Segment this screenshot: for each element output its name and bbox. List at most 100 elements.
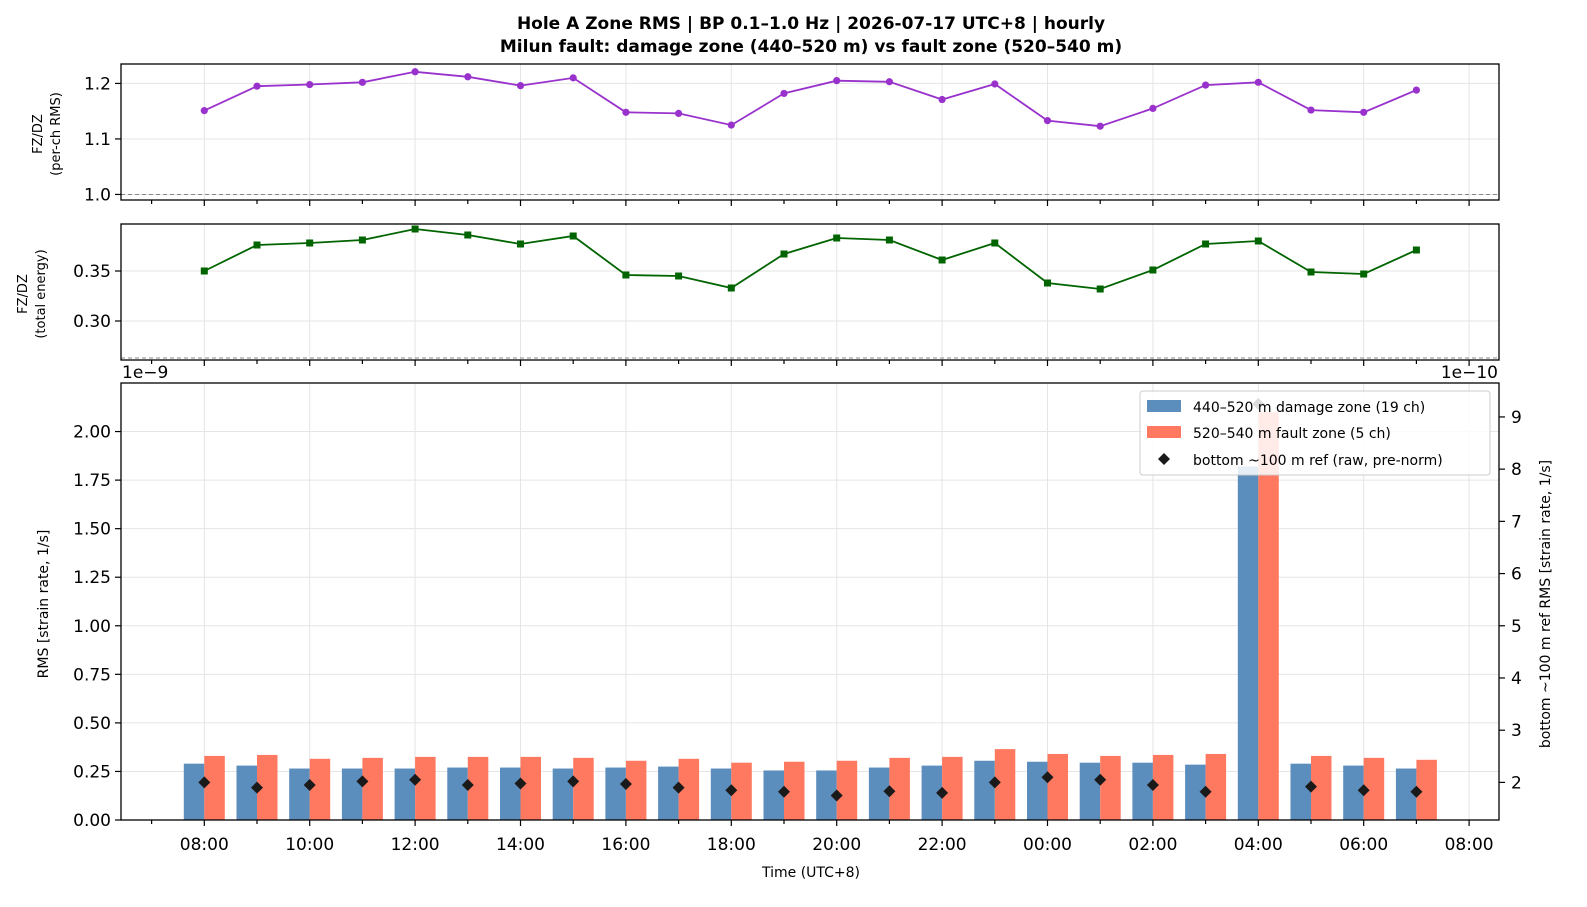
bar-damage-zone [1290, 763, 1311, 820]
x-tick-label: 00:00 [1023, 835, 1072, 855]
series-line [203, 228, 1417, 290]
y-tick-label: 0.50 [73, 714, 111, 734]
data-point [727, 284, 735, 292]
axes-frame [120, 382, 1500, 821]
bar-damage-zone [1185, 764, 1206, 820]
y-tick-label: 1.50 [73, 520, 111, 540]
data-point [1149, 104, 1157, 113]
rms-bar-panel: 0.00 0.25 0.50 0.75 1.00 1.25 1.50 1.75 2.00 2 3 4 5… [73, 382, 1522, 855]
axes-frame [120, 63, 1500, 201]
legend-box [1139, 390, 1491, 476]
bar-fault-zone [625, 760, 647, 820]
data-point [253, 241, 261, 249]
data-point [1412, 246, 1420, 254]
data-point [464, 231, 472, 239]
y-tick-label: 0.75 [73, 665, 111, 685]
bar-fault-zone [1416, 759, 1437, 820]
x-tick-label: 12:00 [391, 835, 440, 855]
bar-fault-zone [1047, 753, 1068, 820]
y-tick-label-right: 2 [1511, 773, 1522, 793]
bar-fault-zone [1152, 754, 1174, 820]
bar-damage-zone [1343, 765, 1364, 820]
y-tick-label: 1.25 [73, 568, 111, 588]
offset-label-left: 1e−9 [122, 363, 168, 383]
bar-damage-zone [605, 767, 626, 820]
marker-bottom-ref [514, 777, 527, 790]
data-point [569, 74, 577, 82]
middle-ylabel-line1: FZ/DZ [16, 274, 31, 314]
data-point [569, 232, 577, 240]
data-point [358, 236, 366, 244]
y-tick-label-right: 4 [1511, 669, 1522, 689]
chart-title: Hole A Zone RMS | BP 0.1–1.0 Hz | 2026-0… [517, 14, 1105, 34]
data-point [1254, 237, 1262, 245]
x-tick-label: 06:00 [1339, 835, 1388, 855]
x-tick-label: 18:00 [707, 835, 756, 855]
bar-damage-zone [1079, 762, 1101, 820]
bar-fault-zone [362, 757, 383, 820]
data-point [1307, 268, 1315, 276]
bar-fault-zone [731, 762, 752, 820]
legend-swatch-damage-zone [1147, 400, 1181, 412]
offset-label-right: 1e−10 [1441, 363, 1498, 383]
bar-damage-zone [1395, 768, 1417, 820]
marker-bottom-ref [1357, 784, 1370, 797]
x-tick-label: 04:00 [1234, 835, 1283, 855]
bar-fault-zone [573, 757, 594, 820]
data-point [727, 121, 735, 129]
legend-label-fault-zone: 520–540 m fault zone (5 ch) [1193, 426, 1391, 442]
bar-damage-zone [763, 770, 784, 820]
marker-bottom-ref [356, 775, 369, 788]
bar-fault-zone [467, 756, 489, 820]
bar-fault-zone [204, 755, 225, 820]
data-point [1360, 108, 1368, 116]
bar-fault-zone [1258, 412, 1279, 820]
marker-bottom-ref [251, 781, 263, 794]
bar-damage-zone [447, 767, 468, 820]
data-point [464, 73, 472, 81]
x-tick-label: 14:00 [496, 835, 545, 855]
marker-bottom-ref [619, 777, 632, 790]
bar-damage-zone [1132, 762, 1153, 820]
bar-fault-zone [942, 756, 963, 820]
legend-label-bottom-ref: bottom ~100 m ref (raw, pre-norm) [1193, 453, 1443, 469]
bar-fault-zone [1100, 755, 1121, 820]
x-tick-label: 22:00 [918, 835, 967, 855]
data-point [1044, 279, 1051, 287]
bar-damage-zone [921, 765, 943, 820]
data-point [991, 80, 999, 88]
bar-fault-zone [415, 756, 436, 820]
marker-bottom-ref [672, 781, 685, 794]
bar-damage-zone [394, 768, 416, 820]
data-point [780, 250, 788, 258]
marker-bottom-ref [1305, 780, 1317, 793]
marker-bottom-ref [936, 786, 949, 799]
y-tick-label: 1.75 [73, 471, 111, 491]
middle-ylabel-line2: (total energy) [34, 249, 49, 338]
data-point [358, 78, 366, 86]
x-tick-label: 02:00 [1128, 835, 1177, 855]
bar-fault-zone [257, 754, 278, 820]
bar-fault-zone [678, 758, 700, 820]
data-point [306, 80, 314, 89]
marker-bottom-ref [198, 776, 211, 789]
bar-fault-zone [1205, 753, 1227, 820]
y-tick-label: 0.25 [73, 762, 111, 782]
y-tick-label: 1.1 [84, 130, 111, 150]
bar-damage-zone [710, 768, 732, 820]
y-tick-label-right: 7 [1511, 512, 1522, 532]
data-point [253, 82, 261, 90]
bar-damage-zone [341, 768, 363, 820]
data-point [938, 95, 946, 104]
y-tick-label-right: 5 [1511, 617, 1522, 637]
data-point [991, 239, 999, 247]
bar-damage-zone [289, 768, 310, 820]
data-point [200, 267, 208, 275]
data-point [1202, 240, 1210, 248]
marker-bottom-ref [1146, 779, 1159, 792]
y-tick-label: 1.0 [84, 185, 111, 205]
legend: 440–520 m damage zone (19 ch) 520–540 m … [1139, 390, 1491, 476]
ratio-total-energy-panel: 0.30 0.35 [73, 223, 1500, 366]
data-point [411, 68, 419, 76]
bar-damage-zone [500, 767, 521, 820]
